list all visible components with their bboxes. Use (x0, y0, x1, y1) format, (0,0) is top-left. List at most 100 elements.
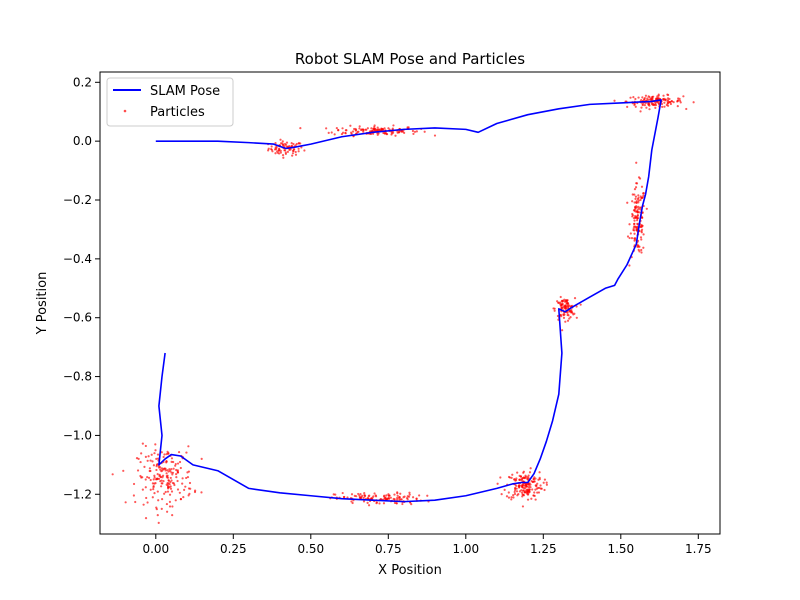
particle-point (144, 486, 147, 489)
particle-point (575, 316, 578, 319)
particle-point (525, 477, 529, 480)
particle-point (566, 299, 569, 302)
particle-point (566, 313, 569, 317)
particle-point (359, 493, 362, 496)
particle-point (134, 500, 137, 504)
particle-point (160, 451, 163, 454)
particle-point (162, 455, 165, 459)
particle-point (175, 476, 178, 479)
particle-point (393, 498, 396, 501)
particle-point (500, 493, 503, 496)
particle-point (358, 125, 361, 128)
particle-point (566, 311, 569, 314)
particle-point (156, 490, 159, 493)
x-tick-label: 0.00 (142, 542, 169, 556)
particle-point (366, 501, 369, 504)
particle-point (274, 142, 277, 145)
particle-point (648, 108, 651, 111)
particle-point (366, 127, 369, 130)
particle-point (170, 479, 173, 482)
particle-point (637, 205, 640, 208)
particle-point (157, 521, 160, 524)
particle-point (628, 236, 631, 240)
particle-point (183, 488, 186, 491)
particle-point (148, 467, 151, 470)
particle-point (636, 210, 639, 213)
particle-point (166, 490, 170, 493)
particle-point (682, 95, 685, 98)
particle-point (279, 151, 282, 154)
particle-point (151, 496, 154, 499)
particle-point (277, 147, 281, 150)
particle-point (181, 482, 184, 485)
particle-point (282, 156, 285, 159)
particle-point (525, 485, 528, 488)
particle-point (187, 445, 190, 448)
particle-point (396, 494, 399, 497)
particle-point (529, 485, 532, 489)
particle-point (637, 244, 640, 247)
particle-point (510, 496, 513, 499)
particle-point (641, 96, 644, 99)
particle-point (291, 154, 294, 157)
particle-point (168, 486, 171, 489)
particle-point (526, 498, 530, 501)
particle-point (165, 476, 169, 479)
particle-point (412, 132, 415, 135)
particle-point (633, 188, 637, 191)
particle-point (406, 498, 409, 501)
particle-point (362, 500, 366, 503)
particle-point (520, 479, 523, 482)
particle-point (634, 216, 637, 219)
particle-point (411, 129, 415, 133)
particle-point (356, 130, 359, 134)
particle-point (160, 507, 163, 510)
particle-point (639, 198, 642, 202)
particle-point (162, 479, 165, 483)
particle-point (635, 200, 638, 203)
particle-point (392, 131, 395, 134)
particle-point (562, 305, 565, 308)
particle-point (150, 453, 153, 456)
particle-point (670, 100, 674, 103)
particle-point (629, 232, 632, 235)
particle-point (154, 449, 157, 452)
particle-point (522, 476, 525, 480)
particle-point (529, 467, 532, 470)
particle-point (139, 460, 142, 464)
particle-point (654, 106, 657, 110)
particle-point (363, 495, 366, 498)
particle-point (388, 494, 391, 497)
particle-point (542, 481, 545, 484)
particle-point (507, 496, 511, 499)
y-tick-label: −1.0 (63, 428, 92, 442)
particle-point (562, 316, 566, 319)
particle-point (640, 251, 643, 254)
particle-point (136, 469, 140, 472)
particle-point (679, 101, 682, 104)
particle-point (156, 473, 159, 476)
particle-point (363, 491, 366, 495)
particle-point (149, 478, 152, 482)
particle-point (517, 484, 520, 488)
particle-point (538, 476, 541, 479)
particle-point (373, 492, 376, 495)
chart-title: Robot SLAM Pose and Particles (295, 50, 525, 68)
particle-point (507, 491, 510, 494)
particle-point (387, 127, 390, 130)
particle-point (291, 149, 295, 153)
particle-point (637, 199, 640, 202)
legend-particles-marker (123, 109, 127, 113)
particle-point (144, 444, 147, 448)
particle-point (357, 492, 360, 496)
particle-point (290, 144, 294, 147)
particle-point (179, 497, 182, 501)
particle-point (512, 494, 515, 497)
y-tick-label: −0.2 (63, 193, 92, 207)
particle-point (146, 476, 149, 479)
particle-point (511, 473, 514, 476)
y-tick-label: −0.6 (63, 311, 92, 325)
particle-point (155, 457, 158, 460)
particle-point (557, 301, 560, 304)
